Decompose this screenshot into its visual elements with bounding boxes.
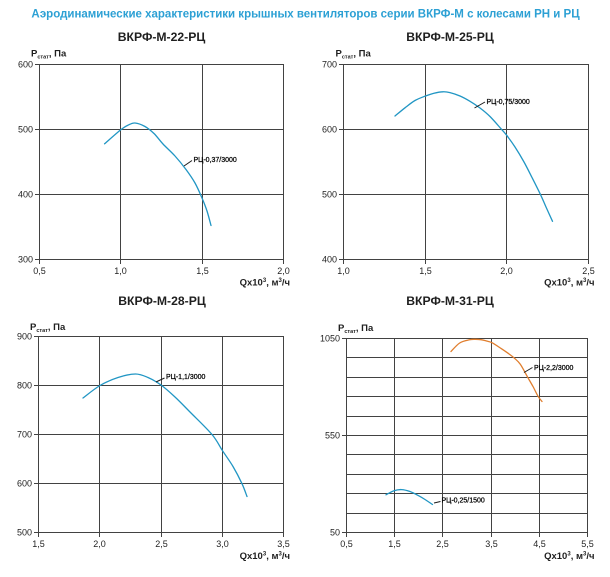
svg-text:400: 400 bbox=[322, 255, 337, 265]
svg-text:1,5: 1,5 bbox=[419, 266, 432, 276]
svg-text:2,0: 2,0 bbox=[277, 266, 290, 276]
svg-text:4,5: 4,5 bbox=[533, 539, 546, 549]
svg-text:РЦ-0,75/3000: РЦ-0,75/3000 bbox=[487, 99, 530, 106]
svg-text:500: 500 bbox=[17, 528, 32, 538]
svg-text:1,0: 1,0 bbox=[114, 266, 127, 276]
svg-text:Pстат, Па: Pстат, Па bbox=[31, 49, 67, 61]
svg-text:2,0: 2,0 bbox=[500, 266, 513, 276]
svg-text:500: 500 bbox=[18, 125, 33, 135]
svg-text:50: 50 bbox=[330, 528, 340, 538]
svg-text:600: 600 bbox=[17, 479, 32, 489]
svg-text:Qx103, м3/ч: Qx103, м3/ч bbox=[240, 551, 290, 562]
svg-text:ВКРФ-М-28-РЦ: ВКРФ-М-28-РЦ bbox=[118, 294, 206, 308]
svg-text:550: 550 bbox=[325, 431, 340, 441]
svg-text:Pстат, Па: Pстат, Па bbox=[30, 322, 66, 334]
svg-text:600: 600 bbox=[18, 60, 33, 70]
svg-text:ВКРФ-М-25-РЦ: ВКРФ-М-25-РЦ bbox=[406, 30, 494, 44]
svg-text:1,5: 1,5 bbox=[388, 539, 401, 549]
svg-text:0,5: 0,5 bbox=[340, 539, 353, 549]
svg-text:0,5: 0,5 bbox=[33, 266, 46, 276]
svg-text:Qx103, м3/ч: Qx103, м3/ч bbox=[544, 551, 594, 562]
svg-text:РЦ-2,2/3000: РЦ-2,2/3000 bbox=[534, 365, 574, 372]
svg-text:800: 800 bbox=[17, 381, 32, 391]
svg-text:2,5: 2,5 bbox=[155, 539, 168, 549]
svg-text:2,0: 2,0 bbox=[93, 539, 106, 549]
svg-text:3,5: 3,5 bbox=[277, 539, 290, 549]
svg-text:300: 300 bbox=[18, 255, 33, 265]
svg-text:500: 500 bbox=[322, 190, 337, 200]
svg-text:3,0: 3,0 bbox=[216, 539, 229, 549]
svg-text:3,5: 3,5 bbox=[485, 539, 498, 549]
svg-text:Аэродинамические характеристик: Аэродинамические характеристики крышных … bbox=[31, 9, 580, 21]
svg-text:РЦ-0,37/3000: РЦ-0,37/3000 bbox=[194, 157, 237, 164]
svg-text:Pстат, Па: Pстат, Па bbox=[338, 323, 374, 335]
svg-text:700: 700 bbox=[322, 60, 337, 70]
svg-text:1050: 1050 bbox=[320, 334, 340, 344]
svg-text:1,5: 1,5 bbox=[196, 266, 209, 276]
svg-text:Qx103, м3/ч: Qx103, м3/ч bbox=[544, 278, 594, 289]
svg-text:1,0: 1,0 bbox=[337, 266, 350, 276]
svg-text:РЦ-1,1/3000: РЦ-1,1/3000 bbox=[166, 374, 206, 381]
svg-text:2,5: 2,5 bbox=[436, 539, 449, 549]
svg-text:Pстат, Па: Pстат, Па bbox=[336, 49, 372, 61]
svg-text:2,5: 2,5 bbox=[582, 266, 595, 276]
svg-text:5,5: 5,5 bbox=[581, 539, 594, 549]
svg-text:ВКРФ-М-31-РЦ: ВКРФ-М-31-РЦ bbox=[406, 294, 494, 308]
svg-text:700: 700 bbox=[17, 430, 32, 440]
svg-text:ВКРФ-М-22-РЦ: ВКРФ-М-22-РЦ bbox=[118, 30, 206, 44]
svg-text:600: 600 bbox=[322, 125, 337, 135]
svg-text:РЦ-0,25/1500: РЦ-0,25/1500 bbox=[442, 497, 485, 504]
svg-text:900: 900 bbox=[17, 332, 32, 342]
svg-text:Qx103, м3/ч: Qx103, м3/ч bbox=[240, 278, 290, 289]
svg-text:400: 400 bbox=[18, 190, 33, 200]
svg-text:1,5: 1,5 bbox=[32, 539, 45, 549]
